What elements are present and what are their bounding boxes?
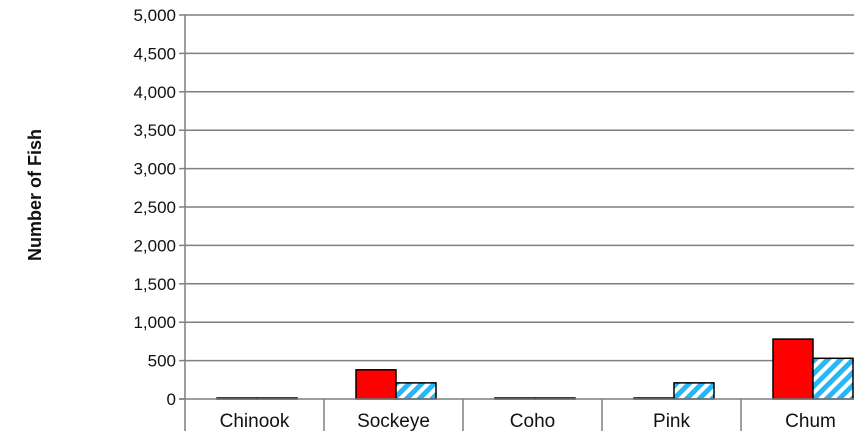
y-tick-label: 0 — [167, 390, 176, 409]
y-tick-label: 1,000 — [133, 313, 176, 332]
x-category-label-coho: Coho — [510, 411, 555, 432]
grid-lines — [184, 14, 854, 431]
y-tick-label: 2,000 — [133, 236, 176, 255]
bar-sockeye-series-1 — [355, 369, 397, 400]
y-tick-label: 5,000 — [133, 6, 176, 25]
y-tick-label: 3,000 — [133, 160, 176, 179]
bar-pink-series-2 — [673, 382, 715, 400]
bars — [216, 338, 854, 400]
y-axis-title: Number of Fish — [25, 129, 45, 261]
x-axis: Chinook Sockeye Coho Pink Chum — [179, 398, 854, 432]
x-category-label-pink: Pink — [653, 411, 690, 432]
x-category-label-chum: Chum — [785, 411, 836, 432]
y-axis-ticks: 0 500 1,000 1,500 2,000 2,500 3,000 3,500 4,000 4… — [133, 6, 185, 409]
x-category-label-sockeye: Sockeye — [357, 411, 430, 432]
y-tick-label: 3,500 — [133, 121, 176, 140]
bar-chum-series-1 — [772, 338, 814, 400]
y-tick-label: 4,500 — [133, 44, 176, 63]
x-category-label-chinook: Chinook — [220, 411, 290, 432]
bar-sockeye-series-2 — [395, 382, 437, 400]
y-tick-label: 2,500 — [133, 198, 176, 217]
y-tick-label: 4,000 — [133, 83, 176, 102]
y-tick-label: 1,500 — [133, 275, 176, 294]
y-tick-label: 500 — [148, 352, 176, 371]
bar-chum-series-2 — [812, 357, 854, 400]
